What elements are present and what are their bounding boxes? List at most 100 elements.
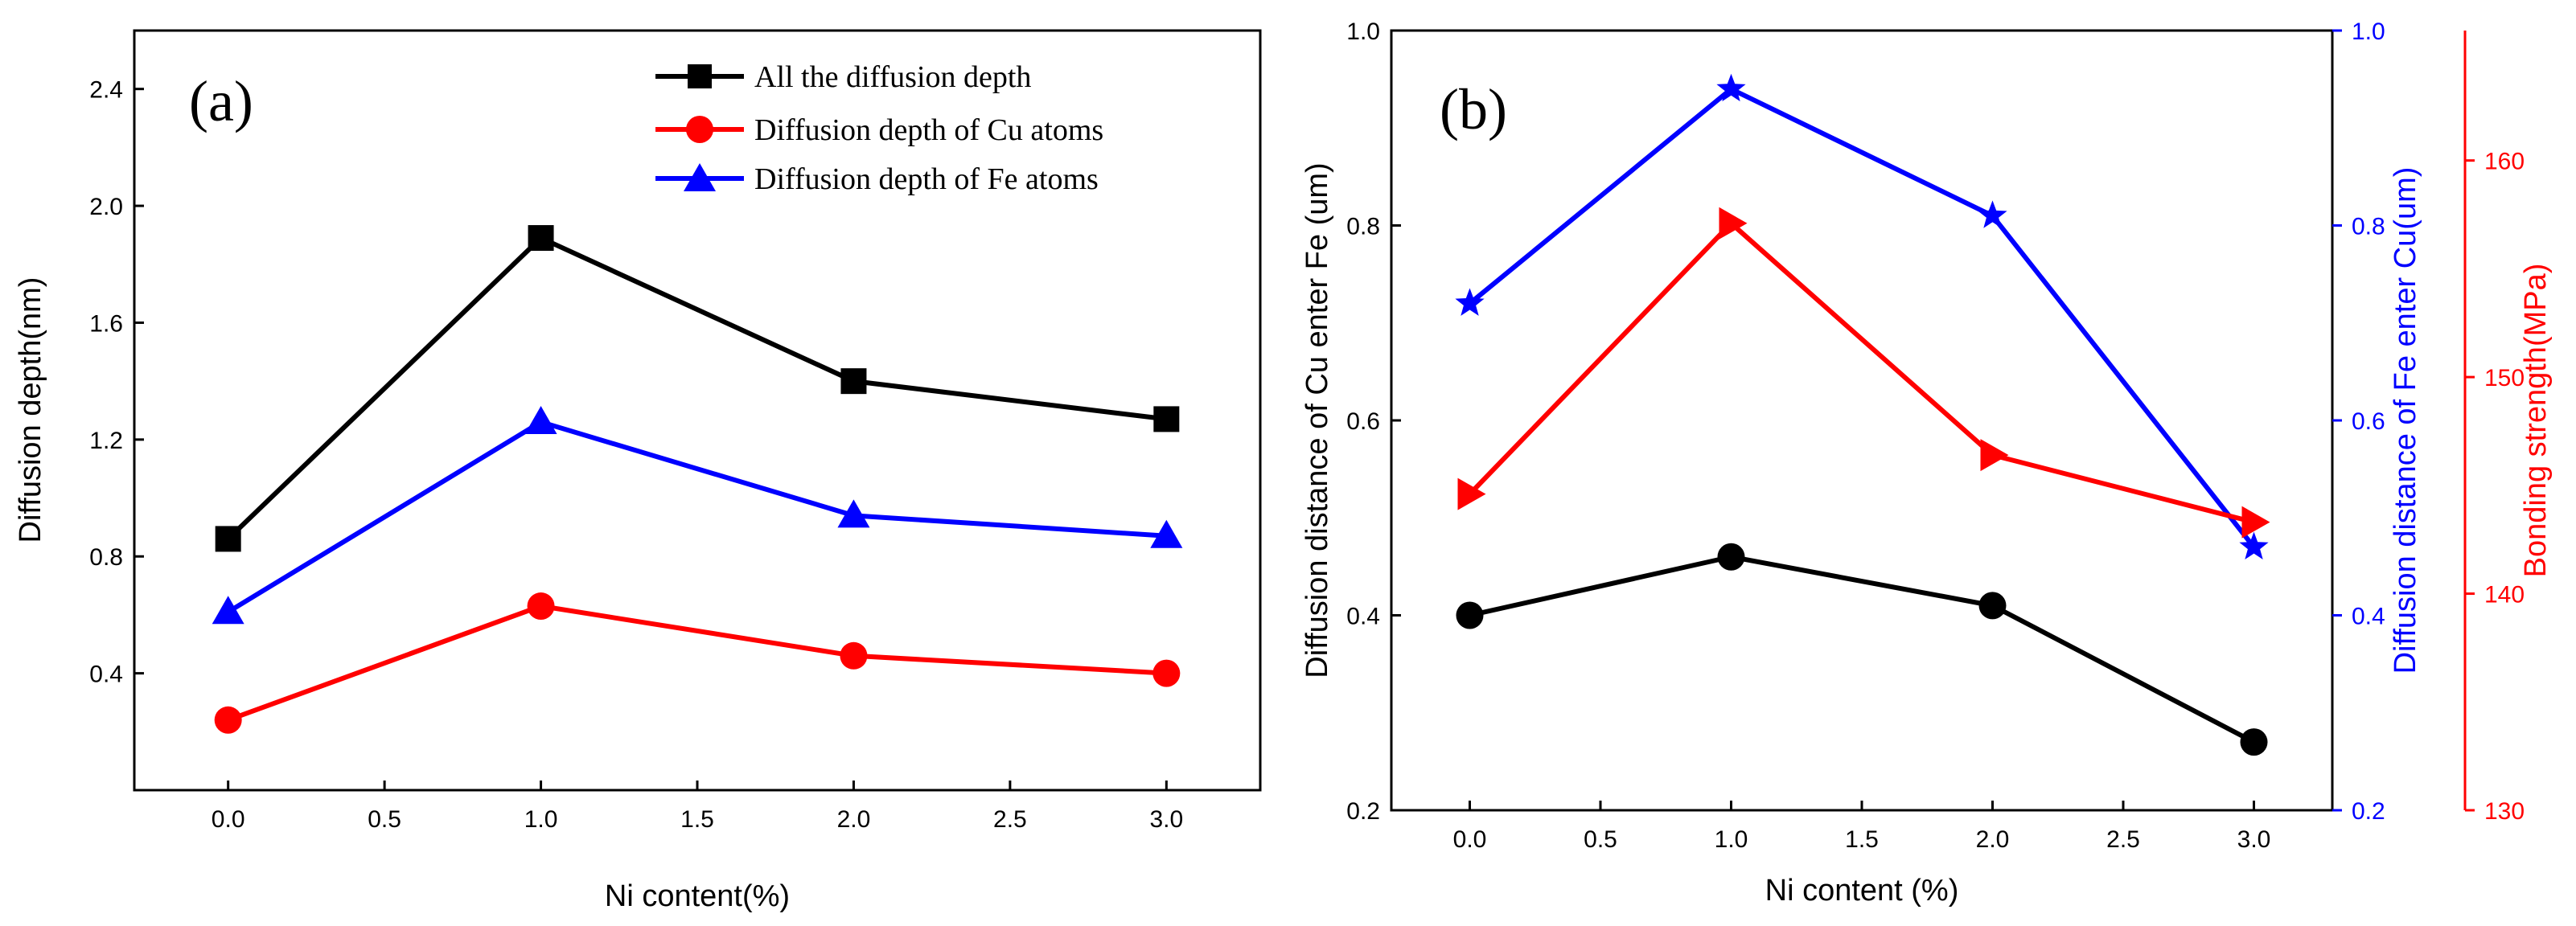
y-tick-label: 0.2: [2352, 798, 2385, 825]
series-line: [226, 235, 1167, 541]
x-tick-label: 3.0: [1149, 806, 1183, 833]
x-tick-label: 2.0: [837, 806, 871, 833]
x-tick-label: 2.5: [993, 806, 1027, 833]
y-tick-label: 0.4: [1346, 604, 1380, 630]
series-line: [1468, 219, 2255, 525]
legend-a: All the diffusion depth Diffusion depth …: [655, 60, 1103, 196]
data-point: [840, 641, 868, 670]
y-tick-label: 0.4: [89, 662, 123, 688]
data-point: [2239, 531, 2269, 559]
y-tick-label: 1.0: [1346, 18, 1380, 45]
data-point: [1978, 200, 2007, 228]
data-point: [1719, 207, 1748, 240]
y-axis-title-left-b: Diffusion distance of Cu enter Fe (um): [1300, 162, 1334, 678]
y-tick-label: 1.0: [2352, 18, 2385, 45]
y-axis-title-right-fe-b: Diffusion distance of Fe enter Cu(um): [2389, 167, 2422, 674]
y-tick-label: 2.4: [89, 77, 123, 104]
data-point: [2241, 506, 2270, 539]
x-axis-title-a: Ni content(%): [605, 879, 790, 913]
series-diffusion-distance-of-cu-enter-fe: [1456, 543, 2268, 756]
y-axis-title-right-bonding-b: Bonding strength(MPa): [2519, 264, 2553, 578]
series-diffusion-depth-of-fe-atoms: [212, 406, 1183, 625]
series-line: [227, 603, 1167, 723]
y-tick-label: 140: [2484, 582, 2525, 608]
data-point: [2240, 728, 2268, 756]
chart-panel-a: 0.0 0.5 1.0 1.5 2.0 2.5 3.0 0.4 0.8 1.2 1.6 2.0 2.4…: [14, 29, 1262, 913]
data-point: [528, 225, 554, 252]
data-point: [1152, 659, 1181, 687]
y-axis-right-fe-b: 0.2 0.4 0.6 0.8 1.0: [2332, 18, 2385, 825]
legend-item-cu-depth: Diffusion depth of Cu atoms: [655, 113, 1103, 147]
series-line: [1468, 86, 2256, 549]
data-point: [840, 368, 867, 395]
y-tick-label: 0.8: [1346, 214, 1380, 240]
data-point: [524, 406, 557, 435]
x-tick-label: 3.0: [2237, 826, 2271, 853]
legend-label: All the diffusion depth: [754, 60, 1031, 94]
data-point: [1978, 592, 2007, 620]
x-tick-label: 1.0: [1715, 826, 1748, 853]
x-axis-a: 0.0 0.5 1.0 1.5 2.0 2.5 3.0: [212, 781, 1183, 833]
legend-marker-circle: [686, 116, 713, 143]
y-tick-label: 0.6: [1346, 408, 1380, 435]
data-point: [1153, 406, 1180, 432]
y-tick-label: 0.2: [1346, 798, 1380, 825]
y-axis-left-b: 0.2 0.4 0.6 0.8 1.0: [1346, 18, 1401, 825]
x-tick-label: 0.5: [1584, 826, 1617, 853]
legend-item-all-depth: All the diffusion depth: [655, 60, 1031, 94]
data-point: [215, 526, 241, 552]
x-tick-label: 0.0: [212, 806, 245, 833]
y-axis-right-bonding-b: 130 140 150 160: [2465, 149, 2525, 825]
series-group-b: [1455, 73, 2270, 756]
panel-label-b: (b): [1440, 77, 1507, 141]
x-tick-label: 1.5: [1845, 826, 1879, 853]
legend-label: Diffusion depth of Cu atoms: [754, 113, 1103, 147]
data-point: [1980, 439, 2009, 472]
chart-panel-b: 0.0 0.5 1.0 1.5 2.0 2.5 3.0 0.2 0.4 0.6 0.8 1.0 0.…: [1300, 18, 2553, 908]
data-point: [1717, 543, 1745, 571]
x-axis-b: 0.0 0.5 1.0 1.5 2.0 2.5 3.0: [1453, 801, 2271, 853]
y-tick-label: 0.8: [2352, 214, 2385, 240]
legend-item-fe-depth: Diffusion depth of Fe atoms: [655, 162, 1099, 196]
legend-marker-triangle: [684, 163, 716, 191]
y-tick-label: 1.6: [89, 310, 123, 337]
y-tick-label: 0.8: [89, 544, 123, 571]
y-axis-title-a: Diffusion depth(nm): [14, 277, 47, 543]
x-tick-label: 0.0: [1453, 826, 1487, 853]
x-tick-label: 1.0: [524, 806, 558, 833]
y-tick-label: 1.2: [89, 428, 123, 454]
series-line: [227, 419, 1167, 614]
x-tick-label: 1.5: [680, 806, 714, 833]
data-point: [1150, 519, 1183, 548]
data-point: [1457, 477, 1486, 510]
data-point: [1455, 288, 1485, 316]
panel-label-a: (a): [189, 69, 253, 133]
y-tick-label: 2.0: [89, 194, 123, 220]
y-tick-label: 150: [2484, 365, 2525, 391]
y-tick-label: 130: [2484, 798, 2525, 825]
data-point: [1456, 601, 1484, 629]
x-tick-label: 2.5: [2106, 826, 2140, 853]
series-group-a: [212, 225, 1183, 734]
x-tick-label: 2.0: [1976, 826, 2010, 853]
x-axis-title-b: Ni content (%): [1765, 874, 1959, 908]
data-point: [212, 596, 244, 625]
x-tick-label: 0.5: [368, 806, 401, 833]
data-point: [214, 706, 242, 734]
y-tick-label: 0.6: [2352, 408, 2385, 435]
data-point: [1716, 73, 1746, 102]
y-tick-label: 160: [2484, 149, 2525, 175]
legend-marker-square: [688, 64, 712, 88]
series-all-the-diffusion-depth: [215, 225, 1180, 552]
data-point: [527, 592, 555, 621]
y-axis-a: 0.4 0.8 1.2 1.6 2.0 2.4: [89, 77, 144, 688]
y-tick-label: 0.4: [2352, 604, 2385, 630]
series-bonding-strength: [1457, 207, 2270, 539]
legend-label: Diffusion depth of Fe atoms: [754, 162, 1099, 196]
series-line: [1469, 554, 2255, 744]
series-diffusion-depth-of-cu-atoms: [214, 592, 1181, 734]
plot-frame-b: [1390, 29, 2334, 812]
data-point: [837, 499, 870, 528]
series-diffusion-distance-of-fe-enter-cu: [1455, 73, 2269, 559]
